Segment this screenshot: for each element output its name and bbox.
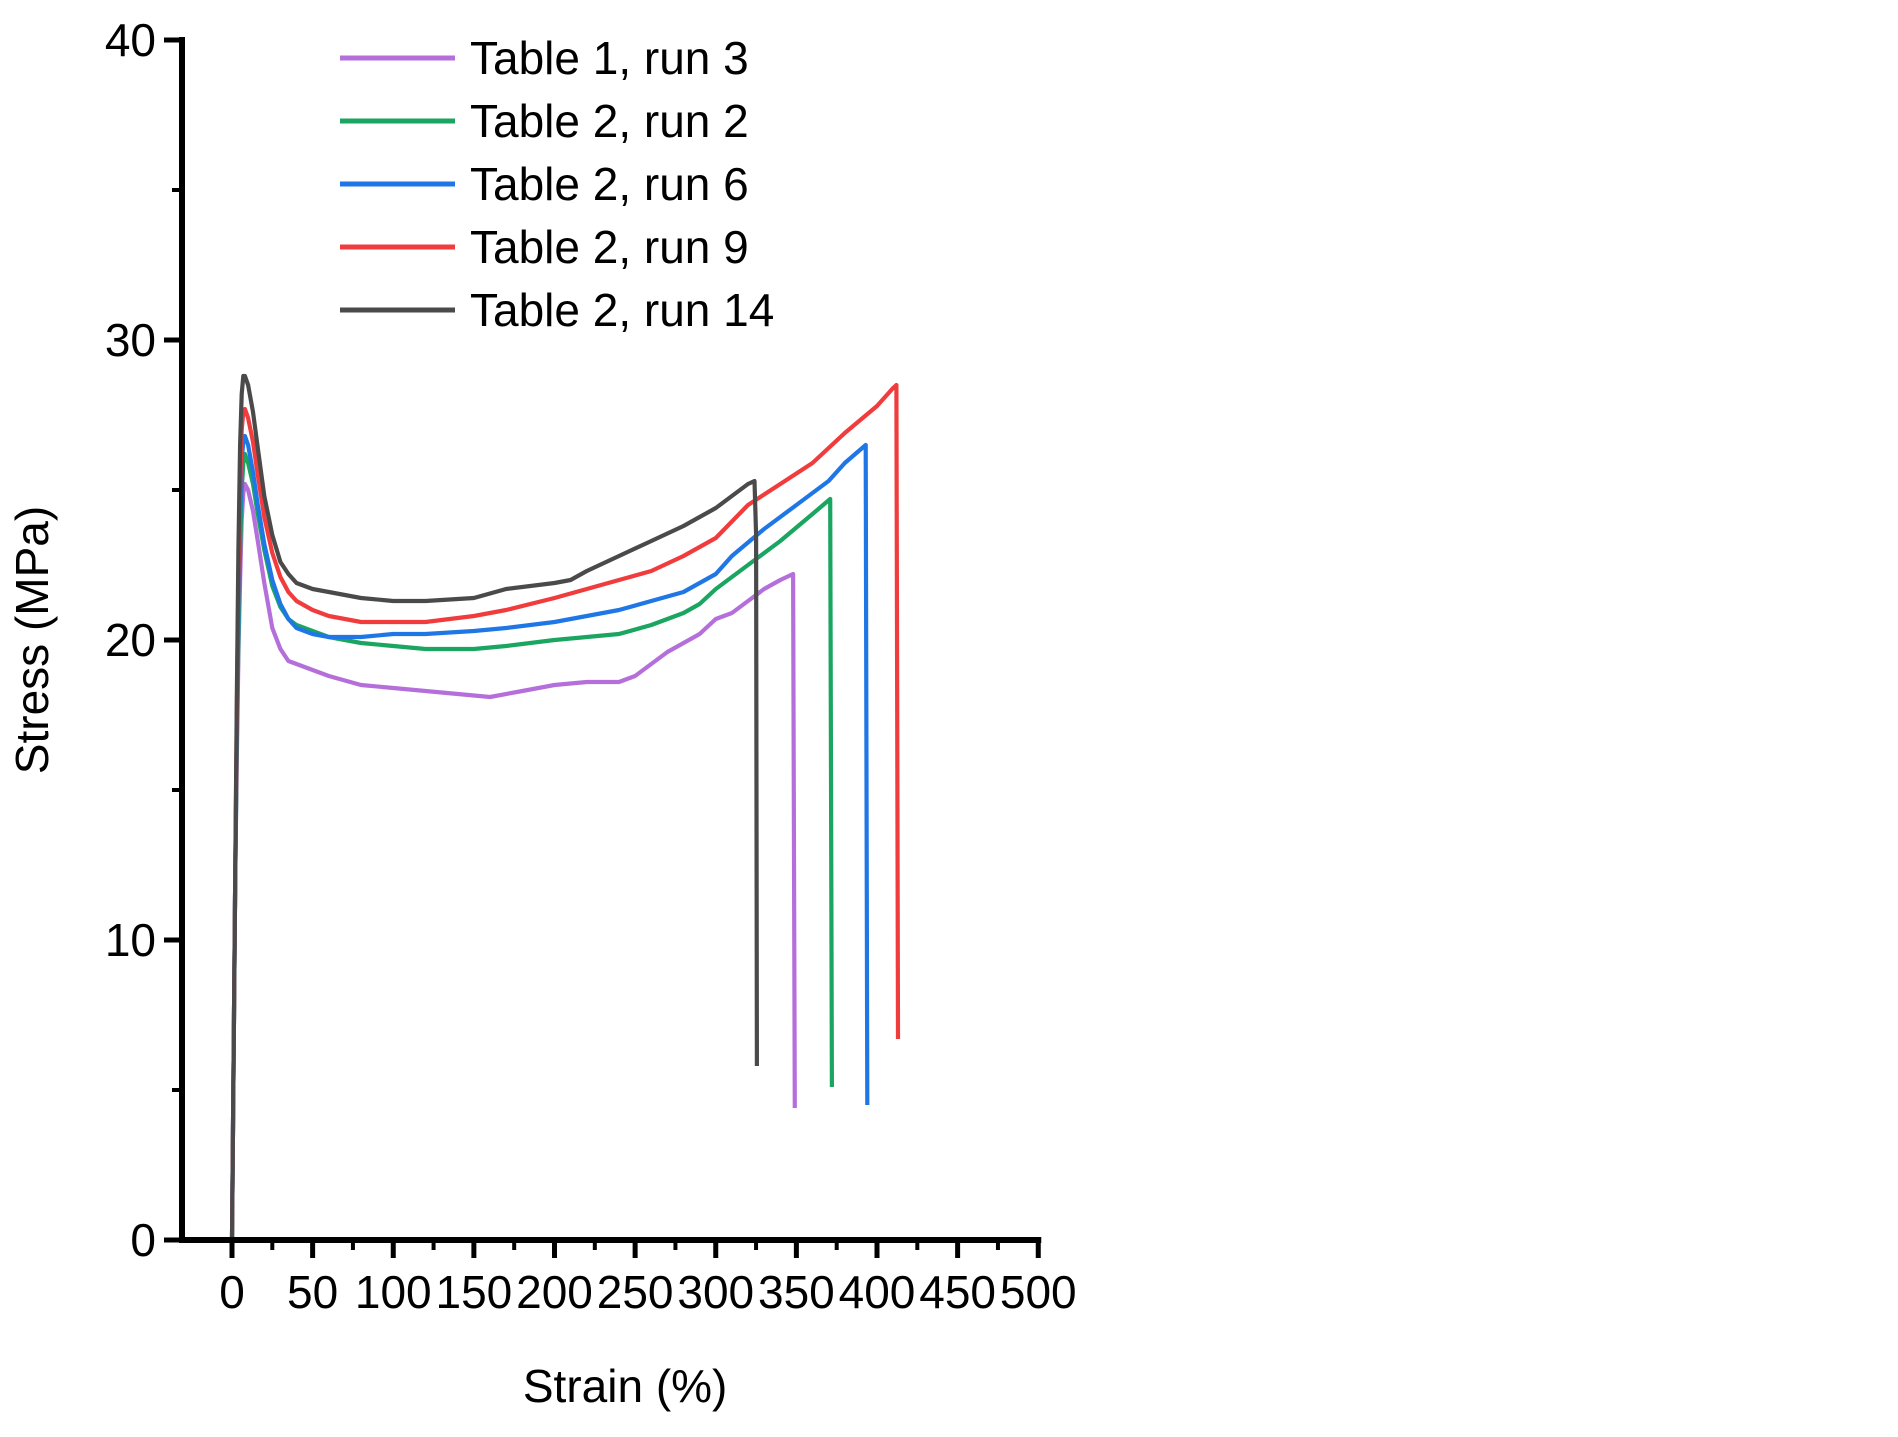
x-tick-label: 150	[436, 1266, 513, 1318]
y-tick-label: 30	[105, 314, 156, 366]
x-axis-ticks: 0 50 100 150 200 250 300 350 400 450 500	[219, 1240, 1077, 1318]
series-line-3	[229, 433, 870, 1241]
y-tick-label: 10	[105, 914, 156, 966]
legend-item: Table 1, run 3	[340, 32, 749, 84]
series-line-2	[229, 451, 834, 1241]
legend-label: Table 2, run 2	[470, 95, 749, 147]
x-tick-label: 350	[758, 1266, 835, 1318]
legend-label: Table 1, run 3	[470, 32, 749, 84]
legend-label: Table 2, run 14	[470, 284, 774, 336]
series-line-1	[229, 481, 797, 1241]
x-tick-label: 500	[1000, 1266, 1077, 1318]
x-axis-title: Strain (%)	[523, 1360, 727, 1412]
x-tick-label: 400	[839, 1266, 916, 1318]
x-tick-label: 0	[219, 1266, 245, 1318]
legend-item: Table 2, run 9	[340, 221, 749, 273]
legend-label: Table 2, run 9	[470, 221, 749, 273]
legend-label: Table 2, run 6	[470, 158, 749, 210]
series-line-5	[229, 373, 759, 1241]
x-tick-label: 450	[919, 1266, 996, 1318]
legend-item: Table 2, run 2	[340, 95, 749, 147]
y-tick-label: 20	[105, 614, 156, 666]
series-line-4	[229, 382, 901, 1241]
x-tick-label: 100	[355, 1266, 432, 1318]
x-tick-label: 50	[287, 1266, 338, 1318]
x-tick-label: 300	[677, 1266, 754, 1318]
y-axis-ticks: 0 10 20 30 40	[105, 14, 182, 1266]
series-layer	[229, 373, 901, 1241]
x-tick-label: 200	[516, 1266, 593, 1318]
legend-item: Table 2, run 14	[340, 284, 774, 336]
legend: Table 1, run 3 Table 2, run 2 Table 2, run…	[340, 32, 774, 336]
x-tick-label: 250	[597, 1266, 674, 1318]
y-axis-title: Stress (MPa)	[6, 506, 58, 774]
plot-area: 0 50 100 150 200 250 300 350 400 450 500 0 10 20 30 40	[105, 14, 1077, 1318]
y-tick-label: 40	[105, 14, 156, 66]
y-tick-label: 0	[130, 1214, 156, 1266]
legend-item: Table 2, run 6	[340, 158, 749, 210]
